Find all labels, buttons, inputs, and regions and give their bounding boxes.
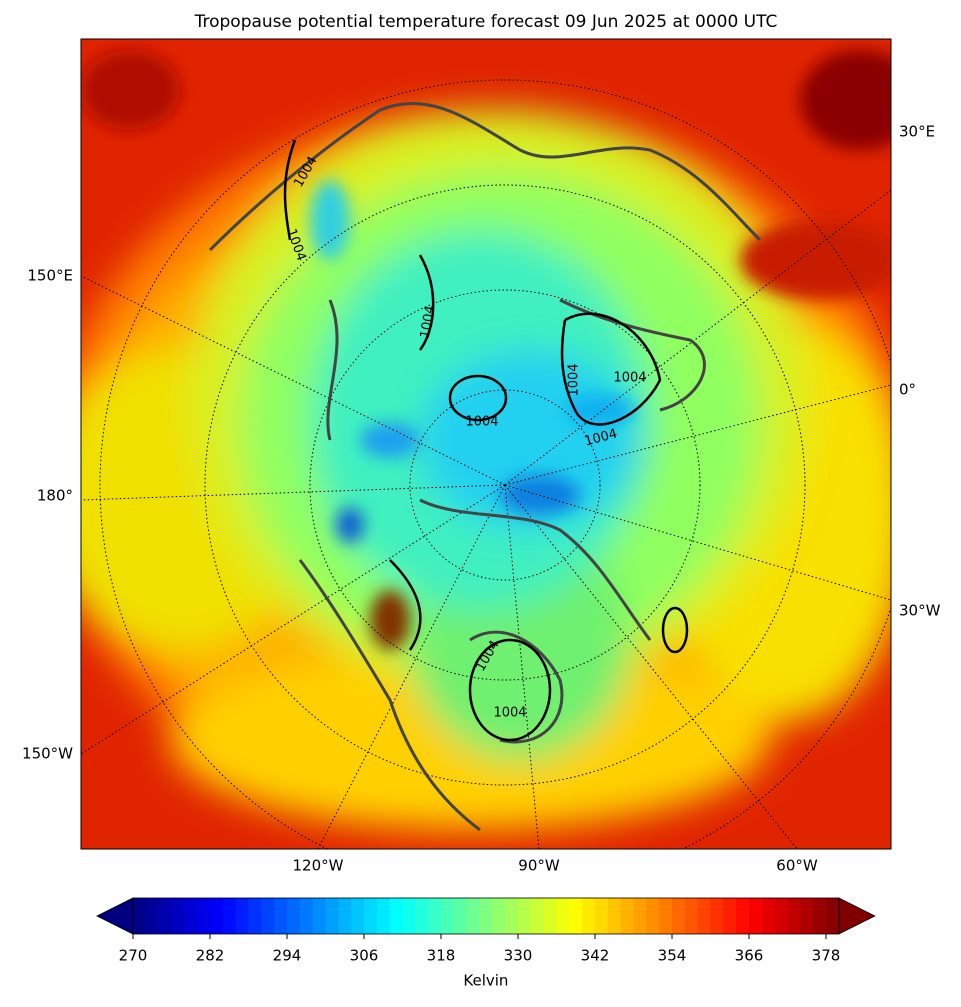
colorbar-swatch — [210, 898, 224, 934]
colorbar-swatch — [672, 898, 686, 934]
colorbar-swatch — [749, 898, 763, 934]
colorbar: 270 282 294 306 318 330 342 354 366 378 Kelvin — [96, 897, 876, 990]
isobars — [283, 139, 689, 742]
isobar-label: 1004 — [418, 304, 439, 339]
colorbar-swatch — [518, 898, 532, 934]
isobar-label: 1004 — [567, 363, 582, 396]
colorbar-swatch — [530, 898, 545, 934]
colorbar-swatch — [646, 898, 660, 934]
colorbar-swatch — [389, 898, 403, 934]
coastlines — [208, 102, 762, 832]
colorbar-swatch — [222, 898, 237, 934]
colorbar-swatch — [364, 898, 378, 934]
colorbar-swatch — [376, 898, 391, 934]
colorbar-swatch — [492, 898, 506, 934]
colorbar-swatch — [133, 898, 147, 934]
colorbar-swatch — [800, 898, 814, 934]
lon-label: 120°W — [293, 857, 344, 875]
longitude-labels: 150°E 180° 150°W 30°E 0° 30°W 120°W 90°W 60°W — [22, 123, 941, 875]
colorbar-swatch — [415, 898, 429, 934]
colorbar-swatch — [479, 898, 493, 934]
colorbar-swatch — [569, 898, 583, 934]
colorbar-tick-label: 366 — [735, 947, 764, 965]
colorbar-swatch — [543, 898, 557, 934]
colorbar-swatch — [761, 898, 776, 934]
colorbar-swatch — [351, 898, 365, 934]
lon-label: 180° — [37, 487, 73, 505]
colorbar-swatch — [158, 898, 172, 934]
colorbar-swatch — [710, 898, 724, 934]
lon-label: 30°E — [899, 123, 935, 141]
colorbar-swatch — [338, 898, 352, 934]
colorbar-swatch — [299, 898, 314, 934]
lon-label: 90°W — [518, 857, 560, 875]
lon-label: 150°E — [27, 267, 73, 285]
colorbar-swatch — [428, 898, 442, 934]
colorbar-swatch — [620, 898, 634, 934]
colorbar-swatch — [582, 898, 596, 934]
graticule — [81, 79, 891, 849]
colorbar-swatch — [505, 898, 519, 934]
colorbar-swatch — [556, 898, 570, 934]
colorbar-label: Kelvin — [463, 972, 508, 990]
colorbar-swatch — [441, 898, 455, 934]
colorbar-swatch — [171, 898, 185, 934]
colorbar-swatch — [261, 898, 275, 934]
colorbar-swatch — [684, 898, 699, 934]
lon-label: 60°W — [776, 857, 818, 875]
colorbar-swatch — [723, 898, 737, 934]
colorbar-swatch — [287, 898, 301, 934]
colorbar-swatch — [248, 898, 262, 934]
colorbar-swatch — [184, 898, 198, 934]
colorbar-swatch — [826, 898, 840, 934]
isobar-label: 1004 — [613, 371, 646, 386]
colorbar-swatch — [813, 898, 827, 934]
map-field — [81, 39, 891, 849]
colorbar-swatch — [466, 898, 480, 934]
colorbar-swatch — [312, 898, 326, 934]
colorbar-tick-label: 330 — [504, 947, 533, 965]
colorbar-swatch — [197, 898, 211, 934]
colorbar-swatch — [736, 898, 750, 934]
colorbar-frame — [132, 897, 840, 935]
colorbar-swatch — [235, 898, 249, 934]
title: Tropopause potential temperature forecas… — [194, 12, 778, 32]
map-frame — [80, 38, 892, 850]
colorbar-swatch — [325, 898, 339, 934]
isobar-label: 1004 — [465, 415, 498, 430]
colorbar-tick-label: 318 — [427, 947, 456, 965]
colorbar-swatch — [453, 898, 468, 934]
colorbar-swatch — [633, 898, 647, 934]
isobar-label: 1004 — [493, 706, 526, 721]
colorbar-tick-label: 378 — [812, 947, 841, 965]
colorbar-extend-high — [838, 897, 876, 935]
colorbar-swatch — [274, 898, 288, 934]
colorbar-swatch — [697, 898, 711, 934]
colorbar-tick-label: 354 — [658, 947, 687, 965]
colorbar-tick-label: 270 — [119, 947, 148, 965]
lon-label: 0° — [899, 381, 916, 399]
colorbar-tick-label: 294 — [273, 947, 302, 965]
colorbar-tick-label: 282 — [196, 947, 225, 965]
colorbar-swatch — [145, 898, 160, 934]
colorbar-tick-label: 306 — [350, 947, 379, 965]
colorbar-swatch — [595, 898, 609, 934]
lon-label: 150°W — [22, 745, 73, 763]
colorbar-swatch — [787, 898, 801, 934]
colorbar-swatch — [774, 898, 788, 934]
colorbar-swatch — [402, 898, 416, 934]
colorbar-tick-label: 342 — [581, 947, 610, 965]
lon-label: 30°W — [899, 602, 941, 620]
colorbar-swatch — [659, 898, 673, 934]
colorbar-extend-low — [96, 897, 134, 935]
colorbar-swatch — [607, 898, 622, 934]
